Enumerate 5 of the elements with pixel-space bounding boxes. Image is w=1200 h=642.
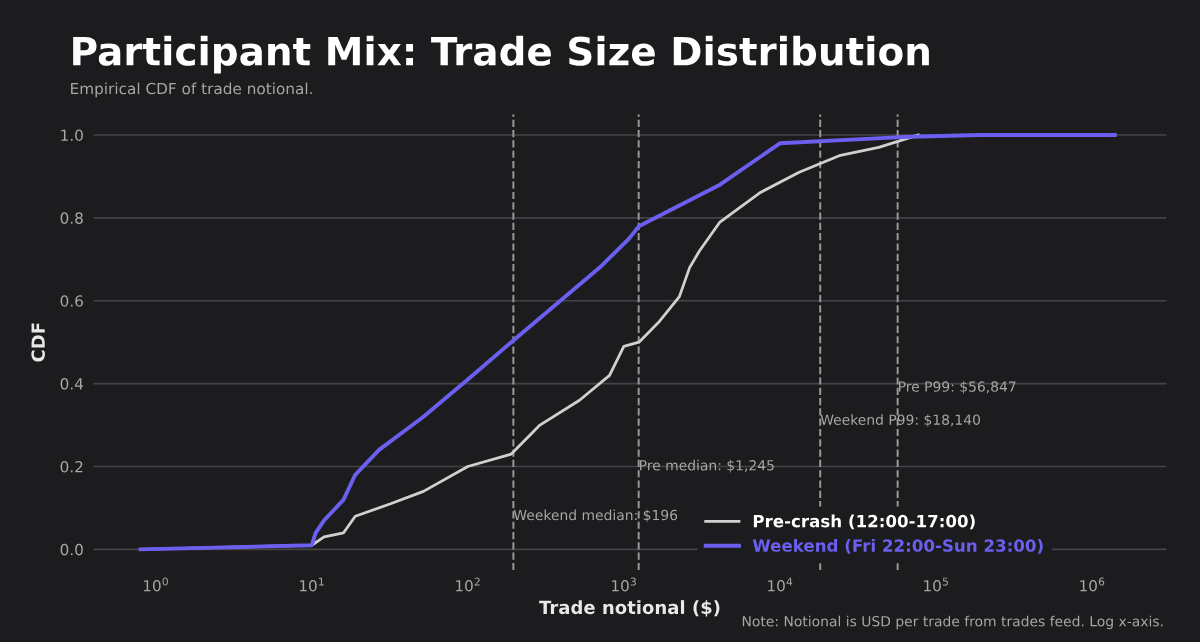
chart-title: Participant Mix: Trade Size Distribution (73, 35, 929, 74)
x-axis-title: Trade notional ($) (539, 600, 720, 617)
legend-label: Weekend (Fri 22:00-Sun 23:00) (752, 538, 1043, 554)
y-axis-title: CDF (31, 323, 45, 362)
legend-label: Pre-crash (12:00-17:00) (753, 514, 975, 530)
